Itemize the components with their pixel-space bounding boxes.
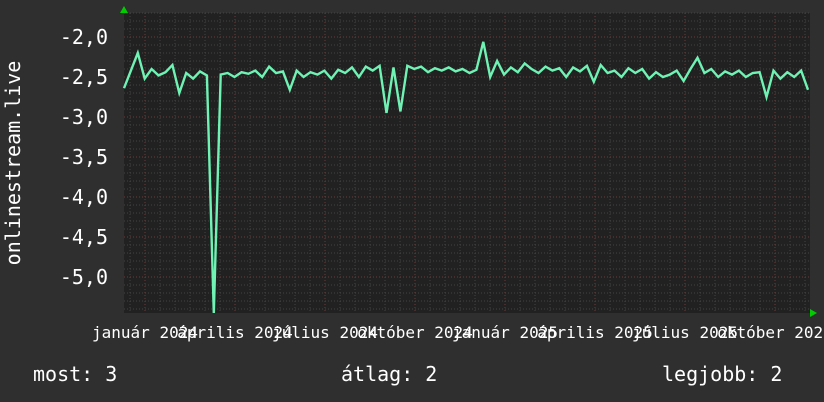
y-tick-label: -3,0 (60, 105, 108, 129)
plot-area (124, 13, 810, 313)
x-tick-label: január 2025 (452, 323, 558, 342)
x-tick-label: október 2025 (717, 323, 824, 342)
legend-best: legjobb: 2 (662, 362, 783, 386)
x-tick-label: július 2025 (632, 323, 738, 342)
legend-average: átlag: 2 (341, 362, 438, 386)
y-tick-label: -2,5 (60, 65, 108, 89)
y-tick-label: -4,5 (60, 225, 108, 249)
x-tick-label: július 2024 (272, 323, 378, 342)
x-tick-label: április 2024 (177, 323, 293, 342)
y-axis-ticks: -2,0 -2,5 -3,0 -3,5 -4,0 -4,5 -5,0 (60, 25, 108, 289)
x-tick-label: április 2025 (537, 323, 653, 342)
y-tick-label: -2,0 (60, 25, 108, 49)
grid (124, 12, 810, 313)
y-axis-arrow-icon (120, 6, 128, 13)
x-tick-label: október 2024 (357, 323, 473, 342)
y-tick-label: -3,5 (60, 145, 108, 169)
y-axis-label: onlinestream.live (1, 61, 25, 266)
series-line (122, 41, 810, 314)
y-tick-label: -5,0 (60, 265, 108, 289)
y-tick-label: -4,0 (60, 185, 108, 209)
legend-current: most: 3 (33, 362, 118, 386)
x-axis-arrow-icon (810, 309, 817, 317)
x-tick-label: január 2024 (92, 323, 198, 342)
